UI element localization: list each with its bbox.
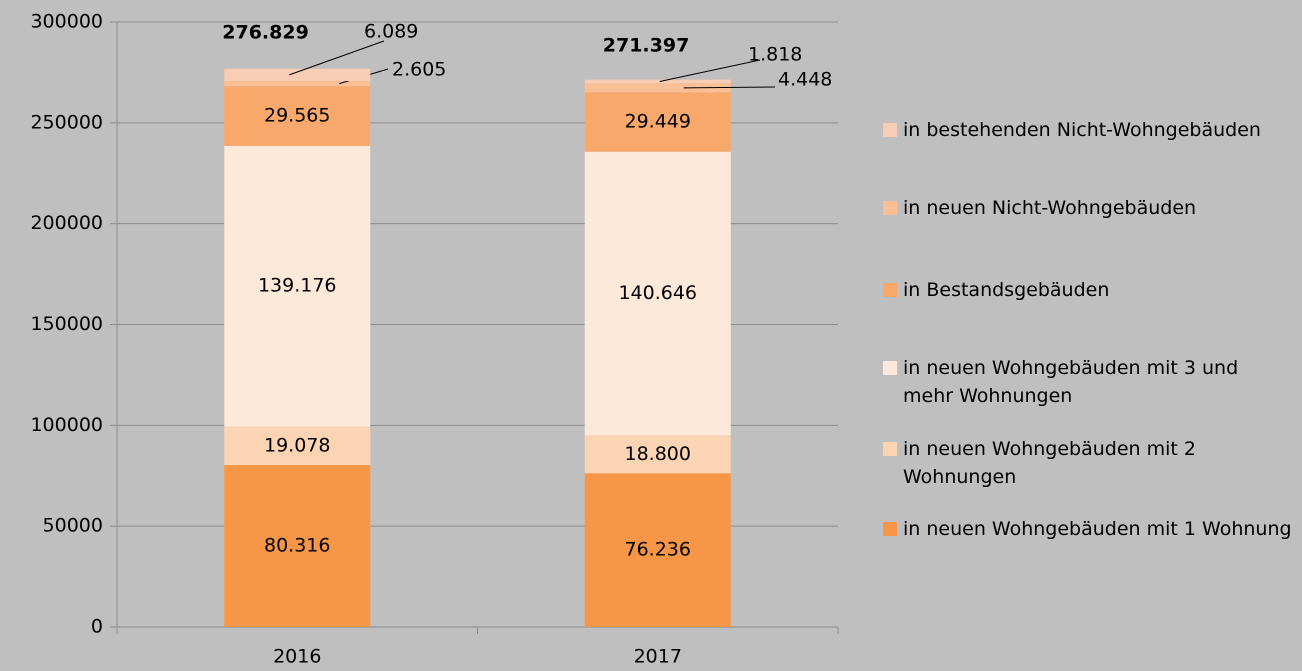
data-label: 6.089 — [364, 21, 418, 43]
bar-segment — [584, 473, 731, 627]
legend-swatch — [883, 123, 897, 137]
legend-swatch — [883, 201, 897, 215]
data-label: 19.078 — [264, 434, 330, 456]
legend-item: in neuen Wohngebäuden mit 3 und mehr Woh… — [883, 354, 1293, 410]
bar-segment — [224, 86, 371, 146]
leader-line — [289, 40, 385, 76]
data-label: 80.316 — [264, 535, 330, 557]
legend-swatch — [883, 283, 897, 297]
bar-segment — [584, 83, 731, 93]
bar-segment — [224, 426, 371, 466]
x-tick-label: 2016 — [273, 646, 321, 668]
y-tick-label: 0 — [91, 616, 103, 638]
y-tick-label: 200000 — [30, 212, 103, 234]
legend-label: in Bestandsgebäuden — [903, 279, 1110, 301]
data-label: 18.800 — [625, 443, 691, 465]
y-tick-label: 50000 — [43, 515, 103, 537]
data-label: 4.448 — [778, 69, 832, 91]
legend-item: in Bestandsgebäuden — [883, 276, 1293, 304]
bar-segment — [584, 92, 731, 152]
legend-label: in neuen Nicht-Wohngebäuden — [903, 197, 1197, 219]
bar-segment — [584, 151, 731, 436]
bar-segment — [224, 68, 371, 82]
leader-line — [683, 86, 776, 89]
legend-item: in neuen Nicht-Wohngebäuden — [883, 194, 1293, 222]
data-label: 139.176 — [258, 275, 337, 297]
legend-item: in neuen Wohngebäuden mit 1 Wohnung — [883, 515, 1293, 543]
legend-label: in neuen Wohngebäuden mit 3 und mehr Woh… — [903, 357, 1239, 407]
bar-segment — [224, 81, 371, 87]
y-tick-label: 250000 — [30, 111, 103, 133]
bar-segment — [224, 465, 371, 627]
y-tick-label: 100000 — [30, 414, 103, 436]
y-tick-label: 150000 — [30, 313, 103, 335]
bar-segment — [584, 435, 731, 474]
legend-label: in neuen Wohngebäuden mit 2 Wohnungen — [903, 438, 1196, 488]
legend-item: in bestehenden Nicht-Wohngebäuden — [883, 116, 1293, 144]
legend-label: in bestehenden Nicht-Wohngebäuden — [903, 119, 1261, 141]
legend-swatch — [883, 522, 897, 536]
data-label: 29.449 — [625, 111, 691, 133]
data-label: 2.605 — [392, 59, 446, 81]
data-label: 76.236 — [625, 539, 691, 561]
bar-segment — [224, 145, 371, 427]
y-tick-label: 300000 — [30, 11, 103, 33]
legend-item: in neuen Wohngebäuden mit 2 Wohnungen — [883, 435, 1293, 491]
legend-swatch — [883, 442, 897, 456]
total-label: 271.397 — [603, 35, 690, 57]
bar-segment — [584, 79, 731, 84]
legend-label: in neuen Wohngebäuden mit 1 Wohnung — [903, 518, 1292, 540]
total-label: 276.829 — [222, 22, 309, 44]
leader-line — [659, 59, 761, 83]
data-label: 1.818 — [748, 44, 802, 66]
legend-swatch — [883, 361, 897, 375]
data-label: 29.565 — [264, 105, 330, 127]
x-tick-label: 2017 — [634, 646, 682, 668]
data-label: 140.646 — [618, 282, 697, 304]
